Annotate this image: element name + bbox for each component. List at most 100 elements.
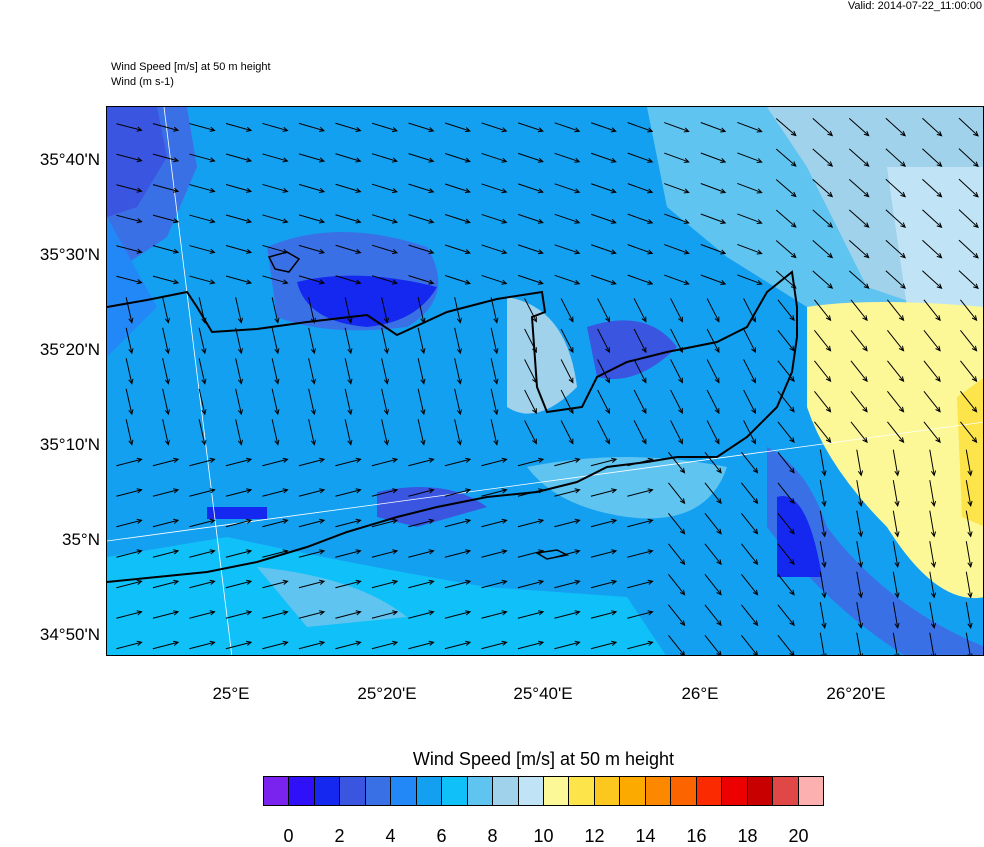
wind-arrow [344,419,353,446]
wind-arrow [741,543,759,566]
wind-arrow [371,518,399,528]
wind-arrow [271,358,280,385]
wind-arrow [454,297,462,324]
wind-arrow [777,421,795,444]
wind-arrow [597,328,610,354]
colorbar-swatch [594,777,621,805]
wind-arrow [381,358,389,385]
wind-arrow [198,419,207,446]
wind-arrow [777,635,795,655]
wind-arrow [116,275,143,285]
wind-arrow [517,610,545,619]
wind-arrow [189,153,216,163]
wind-arrow [892,480,900,507]
wind-arrow [198,358,207,385]
wind-arrow [225,245,253,254]
wind-arrow [668,543,686,566]
wind-arrow [812,270,834,289]
wind-arrow [225,123,253,132]
wind-arrow [814,299,832,322]
wind-arrow [308,327,316,355]
wind-arrow [298,549,326,558]
wind-arrow [929,541,937,568]
wind-arrow [381,388,389,416]
wind-arrow [189,214,216,224]
wind-arrow [262,640,289,650]
wind-arrow [892,449,900,477]
wind-arrow [814,421,832,444]
wind-arrow [125,419,134,446]
wind-arrow [664,213,690,224]
wind-arrow [664,244,690,255]
wind-arrow [225,610,253,619]
colorbar-swatch [314,777,341,805]
coastline [107,270,798,583]
wind-arrow [335,640,362,650]
wind-arrow [371,183,399,194]
wind-arrow [922,117,943,137]
wind-arrow [481,183,508,194]
wind-arrow [444,457,472,467]
wind-arrow [668,452,686,474]
wind-arrow [335,244,362,255]
wind-arrow [743,359,756,384]
wind-arrow [444,122,471,133]
wind-vectors [116,117,979,655]
colorbar-swatch [340,777,366,805]
wind-arrow [444,579,472,589]
wind-arrow [235,327,243,355]
colorbar-swatch [442,777,468,805]
wind-arrow [152,579,180,589]
wind-arrow [481,579,508,589]
wind-arrow [819,602,827,629]
wind-arrow [116,610,143,619]
wind-arrow [850,360,868,383]
wind-arrow [271,327,280,355]
wind-arrow [741,482,759,505]
wind-arrow [777,574,795,596]
wind-arrow [704,543,722,566]
wind-arrow [775,240,797,259]
lon-label: 25°40'E [513,684,573,703]
wind-arrow [417,358,426,385]
wind-arrow [371,579,399,589]
wind-arrow [481,152,508,163]
wind-arrow [189,549,216,558]
wind-arrow [189,640,216,650]
wind-arrow [700,152,727,163]
wind-arrow [887,360,905,383]
wind-arrow [741,635,758,655]
wind-arrow [518,244,544,255]
wind-arrow [262,275,289,285]
wind-arrow [892,541,900,568]
wind-arrow [591,152,617,163]
wind-arrow [524,328,537,354]
wind-arrow [627,244,654,255]
wind-arrow [271,419,280,446]
colorbar-label: 2 [334,826,345,846]
wind-arrow [271,297,280,324]
wind-arrow [517,579,545,589]
wind-arrow [335,488,362,497]
wind-arrow [958,178,979,198]
wind-arrow [298,122,326,132]
wind-arrow [371,244,399,255]
wind-arrow [408,122,435,133]
wind-arrow [670,389,683,415]
colorbar-swatch [569,777,595,805]
wind-arrow [960,360,978,383]
wind-arrow [408,610,435,619]
wind-arrow [454,419,462,446]
wind-arrow [885,148,906,167]
wind-arrow [554,640,581,650]
wind-arrow [775,148,797,167]
wind-arrow [668,574,686,596]
wind-arrow [777,360,795,383]
wind-arrow [885,239,906,259]
wind-arrow [298,610,326,619]
colorbar-swatch [391,777,417,805]
wind-arrow [700,274,727,285]
wind-arrow [664,152,690,163]
wind-arrow [262,488,289,497]
wind-arrow [668,482,686,505]
